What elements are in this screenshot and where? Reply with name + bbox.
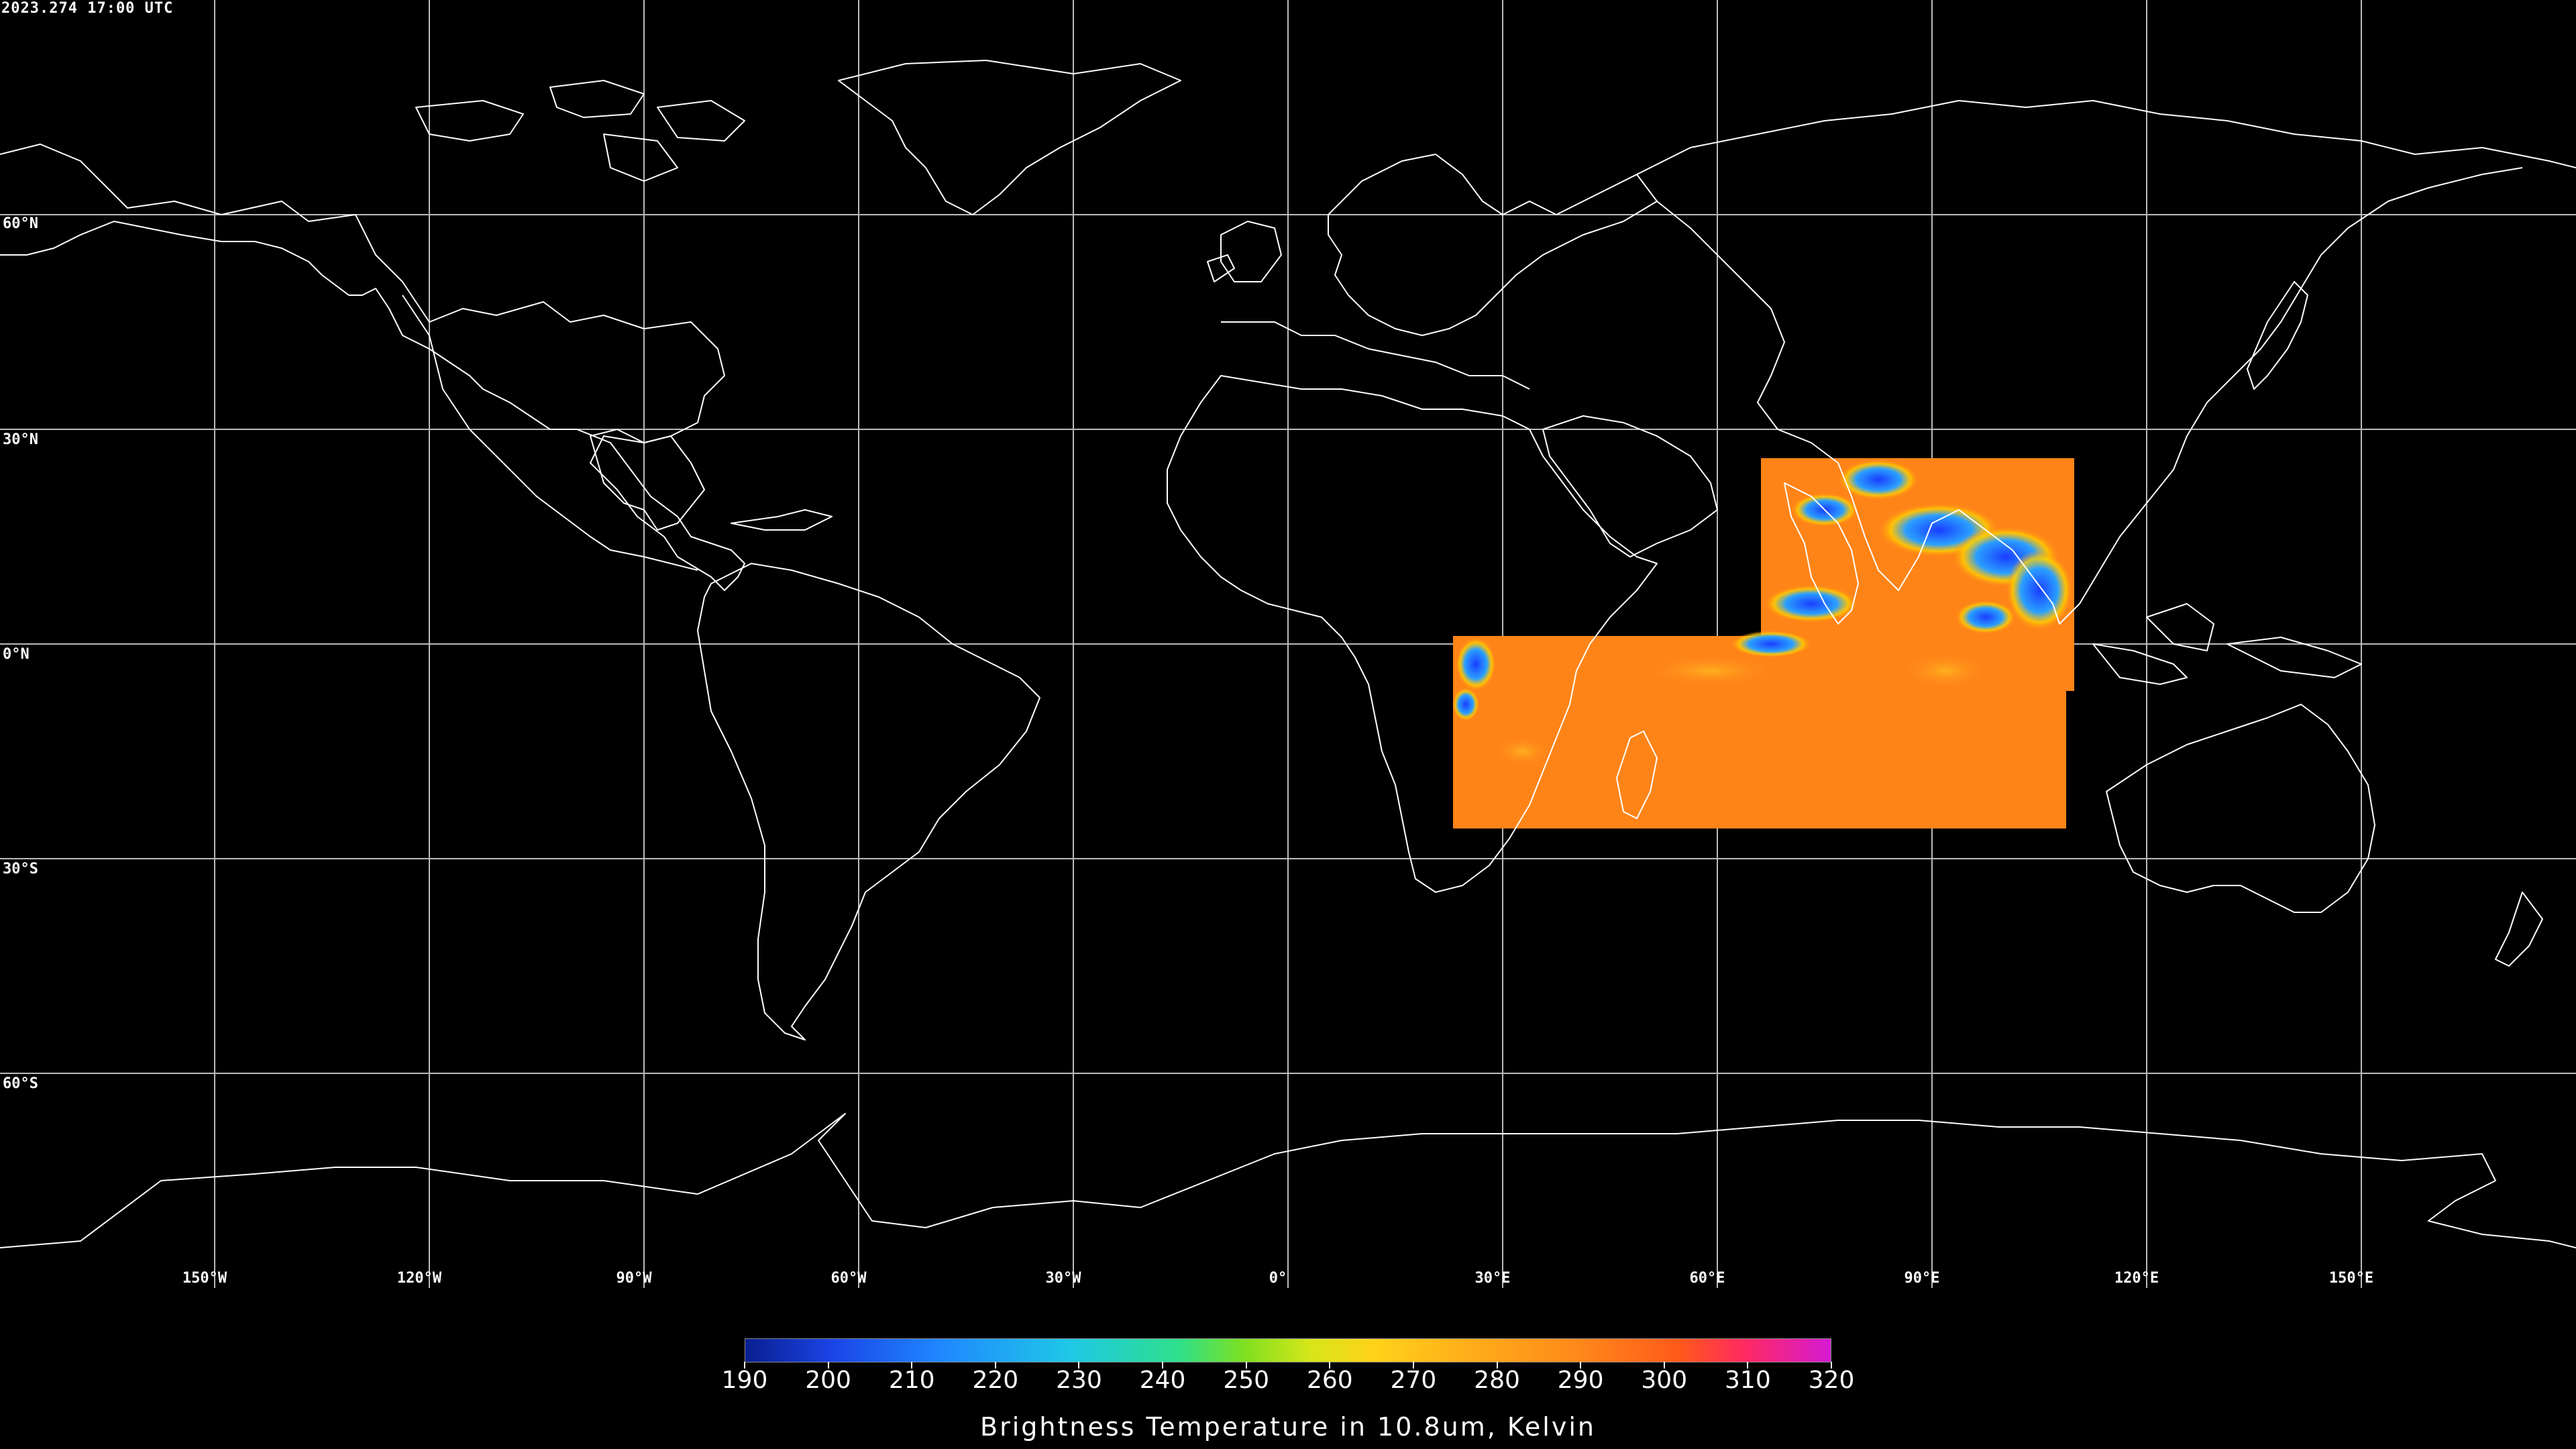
coastlines <box>0 60 2576 1248</box>
colorbar-tick <box>1078 1362 1080 1368</box>
colorbar-tick-label: 230 <box>1056 1366 1102 1394</box>
colorbar-tick-label: 240 <box>1139 1366 1186 1394</box>
colorbar-tick-label: 300 <box>1641 1366 1688 1394</box>
colorbar-tick <box>994 1362 996 1368</box>
world-map <box>0 0 2576 1288</box>
lat-label-30n: 30°N <box>3 431 38 448</box>
colorbar-tick-label: 310 <box>1725 1366 1771 1394</box>
colorbar-tick-label: 320 <box>1808 1366 1855 1394</box>
lat-label-30s: 30°S <box>3 861 38 877</box>
colorbar-tick-label: 190 <box>721 1366 768 1394</box>
colorbar-tick <box>911 1362 913 1368</box>
lon-label-120e: 120°E <box>2114 1270 2159 1287</box>
lon-label-90e: 90°E <box>1904 1270 1940 1287</box>
colorbar-tick-label: 260 <box>1306 1366 1353 1394</box>
colorbar-tick-label: 220 <box>972 1366 1019 1394</box>
colorbar-tick <box>1245 1362 1247 1368</box>
lon-label-0: 0° <box>1269 1270 1287 1287</box>
colorbar-tick <box>1162 1362 1164 1368</box>
lon-label-90w: 90°W <box>616 1270 652 1287</box>
lat-lon-grid <box>0 0 2576 1288</box>
colorbar-tick <box>827 1362 829 1368</box>
lon-label-60w: 60°W <box>830 1270 867 1287</box>
colorbar-tick-label: 250 <box>1223 1366 1270 1394</box>
lat-label-60s: 60°S <box>3 1075 38 1092</box>
lon-label-150e: 150°E <box>2328 1270 2374 1287</box>
colorbar-tick-label: 200 <box>805 1366 851 1394</box>
lon-label-30w: 30°W <box>1045 1270 1081 1287</box>
colorbar-tick <box>1663 1362 1665 1368</box>
colorbar-tick <box>1747 1362 1749 1368</box>
colorbar-tick <box>1329 1362 1331 1368</box>
colorbar-tick <box>1496 1362 1498 1368</box>
lat-label-60n: 60°N <box>3 215 38 232</box>
colorbar-tick <box>1412 1362 1414 1368</box>
colorbar-tick-label: 210 <box>888 1366 935 1394</box>
colorbar-tick <box>1831 1362 1832 1368</box>
timestamp-label: 2023.274 17:00 UTC <box>1 0 174 17</box>
colorbar-tick <box>1580 1362 1582 1368</box>
satellite-brightness-overlay <box>1452 458 2074 828</box>
colorbar-title: Brightness Temperature in 10.8um, Kelvin <box>980 1412 1596 1442</box>
lon-label-30e: 30°E <box>1474 1270 1511 1287</box>
lat-label-0n: 0°N <box>3 646 30 663</box>
lon-label-120w: 120°W <box>396 1270 442 1287</box>
lon-label-60e: 60°E <box>1689 1270 1725 1287</box>
colorbar-tick-label: 280 <box>1474 1366 1520 1394</box>
lon-label-150w: 150°W <box>182 1270 227 1287</box>
colorbar-gradient <box>745 1338 1831 1362</box>
colorbar-tick-label: 270 <box>1390 1366 1437 1394</box>
colorbar <box>745 1338 1831 1364</box>
colorbar-tick <box>744 1362 745 1368</box>
colorbar-tick-label: 290 <box>1557 1366 1604 1394</box>
